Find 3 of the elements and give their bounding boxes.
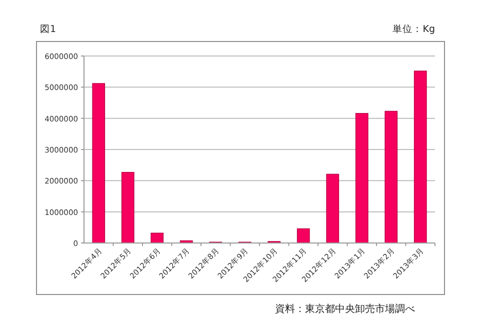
text: 資料：東京都中央卸売市場調べ: [275, 303, 415, 315]
y-axis-title: 単位：Kg: [392, 23, 435, 35]
chart-title: 図1: [40, 24, 56, 35]
